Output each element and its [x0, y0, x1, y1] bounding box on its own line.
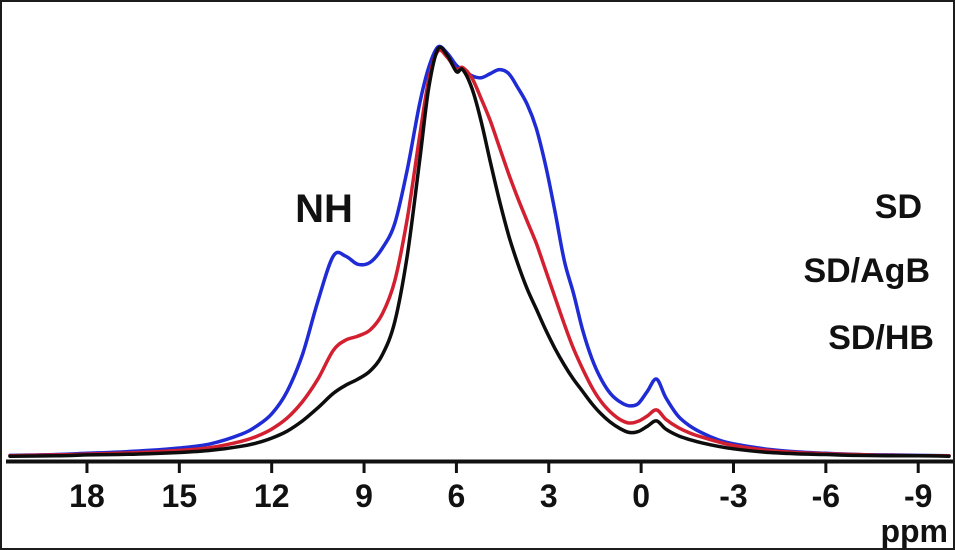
legend-sd-hb: SD/HB: [828, 319, 934, 357]
series-curve-sd: [8, 44, 951, 458]
x-tick-label: -6: [812, 478, 840, 514]
nh-annotation: NH: [295, 187, 353, 231]
series-curve-sd-hb: [8, 45, 951, 458]
legend-sd: SD: [875, 188, 922, 226]
series-curve-sd-agb: [8, 48, 951, 458]
x-tick-label: 15: [162, 478, 198, 514]
x-axis-unit-label: ppm: [880, 513, 948, 549]
x-axis: 18 15 12 9 6 3 0 -3 -6 -9: [6, 459, 953, 514]
x-tick-label: -3: [719, 478, 747, 514]
x-tick-label: 0: [632, 478, 650, 514]
spectra-curves: [8, 44, 951, 458]
x-tick-label: 9: [355, 478, 373, 514]
x-tick-label: 3: [540, 478, 558, 514]
x-tick-label: 18: [69, 478, 105, 514]
legend-sd-agb: SD/AgB: [803, 252, 930, 290]
x-tick-label: -9: [904, 478, 932, 514]
x-tick-label: 12: [254, 478, 290, 514]
x-tick-label: 6: [448, 478, 466, 514]
